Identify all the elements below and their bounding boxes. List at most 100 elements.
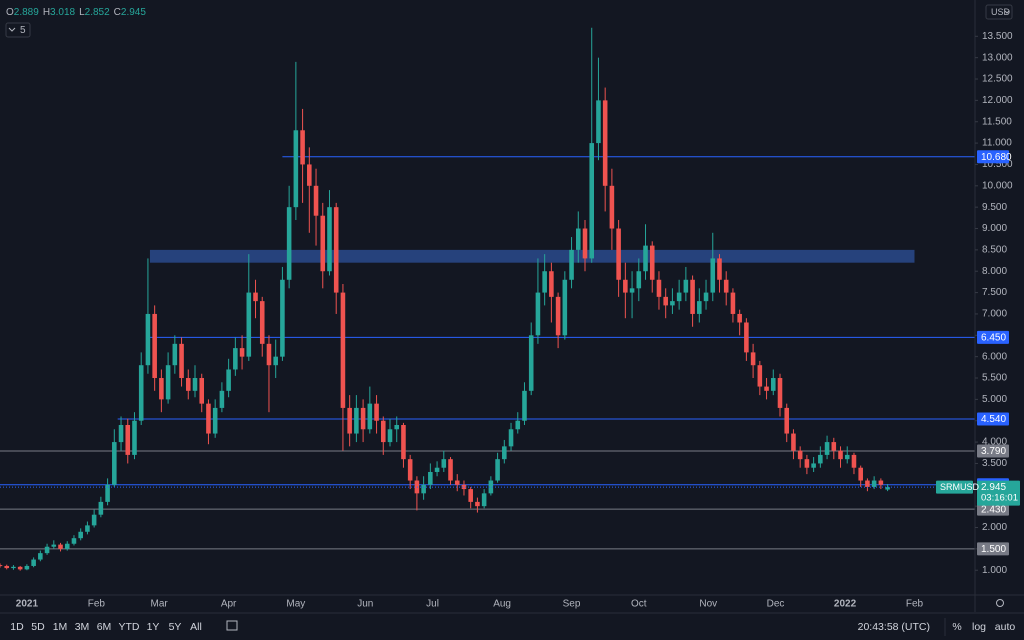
candle-body (811, 463, 816, 468)
range-button[interactable]: 1D (10, 621, 24, 633)
candle-body (320, 215, 326, 272)
currency-box[interactable] (985, 4, 1013, 20)
x-tick-label: Jun (357, 599, 373, 610)
candle-body (300, 130, 305, 165)
candle-body (219, 390, 225, 408)
y-tick-label: 7.000 (982, 309, 1007, 320)
currency: USD (991, 7, 1011, 17)
candle-body (522, 390, 527, 421)
indicator-toggle[interactable] (5, 22, 31, 38)
x-tick-label: Apr (221, 599, 237, 610)
range-button[interactable]: 1M (53, 621, 68, 633)
candle-body (623, 279, 628, 293)
candle-body (475, 501, 480, 507)
x-tick-label: May (286, 599, 305, 610)
candle-body (98, 501, 104, 515)
level-label-bg (977, 542, 1009, 556)
candle-body (609, 185, 615, 229)
candle-body (273, 356, 278, 366)
range-button[interactable]: YTD (119, 621, 140, 633)
candle-body (0, 565, 3, 567)
candle-body (367, 403, 373, 430)
candle-body (757, 365, 763, 387)
candle-body (333, 207, 339, 293)
y-tick-label: 1.000 (982, 565, 1007, 576)
last-price-label: 2.945 (981, 482, 1006, 493)
candle-body (770, 378, 776, 391)
candle-body (468, 489, 473, 502)
y-tick-label: 13.000 (982, 52, 1013, 63)
y-tick-label: 10.000 (982, 180, 1013, 191)
candle-body (105, 484, 110, 502)
candle-body (515, 420, 521, 430)
ohlc-letter: C (114, 7, 121, 18)
x-tick-label: 2022 (834, 599, 857, 610)
ohlc-letter: H (43, 7, 50, 18)
level-label: 6.450 (981, 333, 1006, 344)
range-button[interactable]: All (190, 621, 202, 633)
range-button[interactable]: 3M (75, 621, 90, 633)
candle-body (206, 403, 211, 434)
candle-body (481, 493, 487, 507)
candle-body (132, 420, 137, 455)
candle-body (535, 292, 541, 336)
candle-body (58, 544, 63, 549)
y-tick-label: 13.500 (982, 31, 1013, 42)
range-button[interactable]: 1Y (147, 621, 160, 633)
candle-body (4, 565, 10, 569)
scale-option[interactable]: auto (995, 621, 1016, 633)
ohlc-value: 2.945 (121, 7, 146, 18)
clock: 20:43:58 (UTC) (858, 621, 930, 633)
chevron-icon (8, 27, 16, 32)
candle-body (663, 296, 668, 306)
candle-body (51, 544, 57, 547)
candle-body (340, 292, 346, 408)
level-label: 10.680 (981, 152, 1012, 163)
scale-option[interactable]: log (972, 621, 986, 633)
x-tick-label: Mar (151, 599, 169, 610)
candle-body (407, 459, 413, 481)
candle-body (280, 279, 285, 357)
candle-body (165, 365, 171, 400)
candle-body (226, 369, 231, 391)
candle-body (589, 143, 595, 259)
candle-body (212, 407, 218, 434)
x-tick-label: Aug (493, 599, 511, 610)
candle-body (152, 313, 157, 379)
candle-body (354, 407, 359, 434)
candle-body (112, 442, 117, 485)
level-label: 1.500 (981, 544, 1006, 555)
scale-option[interactable]: % (952, 621, 961, 633)
settings-icon[interactable] (996, 599, 1004, 607)
candle-body (253, 292, 258, 302)
candle-body (744, 322, 749, 353)
resistance-zone (149, 249, 915, 263)
candle-body (542, 271, 547, 293)
candle-body (138, 365, 144, 421)
candle-body (683, 279, 689, 293)
candle-body (24, 565, 30, 570)
ohlc-header: O2.889 H3.018 L2.852 C2.945 (6, 7, 146, 18)
candle-body (374, 403, 379, 421)
ohlc-letter: O (6, 7, 14, 18)
candle-body (602, 100, 608, 186)
candle-body (703, 292, 709, 302)
level-label-bg (977, 502, 1009, 516)
date-range-icon[interactable] (226, 620, 238, 631)
level-label-bg (977, 444, 1009, 458)
range-button[interactable]: 5Y (169, 621, 182, 633)
x-tick-label: Oct (631, 599, 647, 610)
y-tick-label: 11.000 (982, 138, 1012, 149)
candle-body (791, 433, 796, 451)
level-label-bg (977, 150, 1009, 164)
countdown: 03:16:01 (981, 493, 1018, 504)
range-button[interactable]: 6M (97, 621, 112, 633)
candle-body (85, 525, 90, 532)
x-tick-label: 2021 (16, 599, 39, 610)
candle-body (549, 271, 554, 297)
plot-area (0, 27, 975, 571)
candle-body (44, 546, 50, 554)
candle-body (461, 484, 467, 490)
range-button[interactable]: 5D (31, 621, 45, 633)
